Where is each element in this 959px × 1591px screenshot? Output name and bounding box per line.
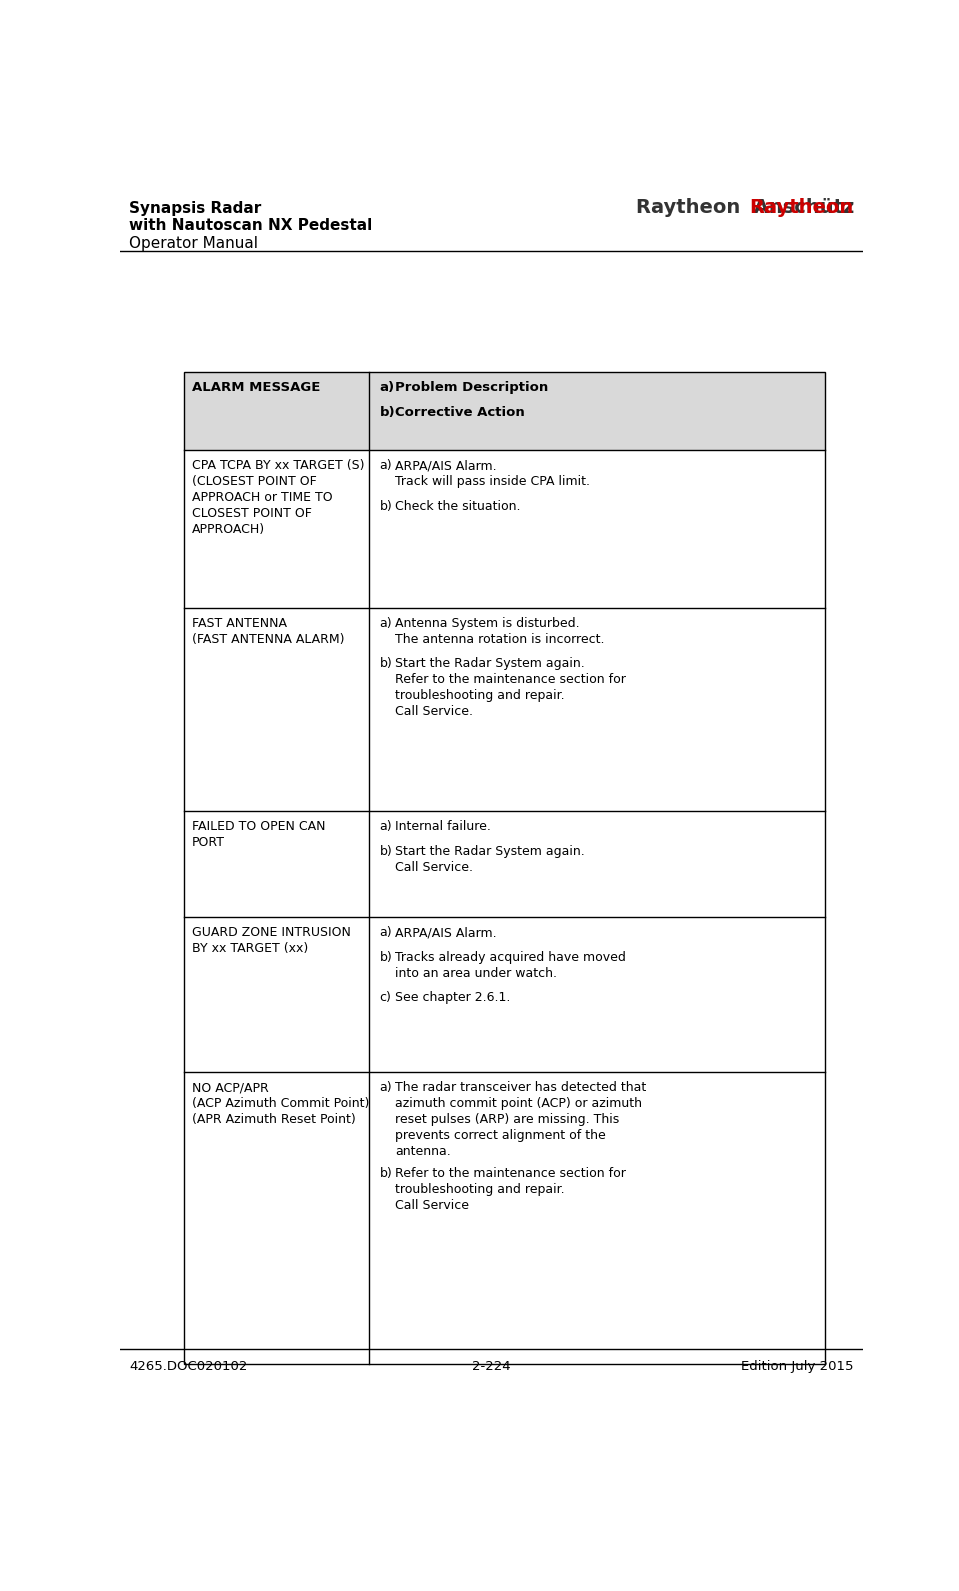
Text: a): a) [380,1082,392,1095]
Text: Raytheon  Anschütz: Raytheon Anschütz [636,197,854,216]
Text: b): b) [380,845,392,858]
Text: a): a) [380,617,392,630]
Text: The radar transceiver has detected that
azimuth commit point (ACP) or azimuth
re: The radar transceiver has detected that … [395,1082,646,1158]
Text: Antenna System is disturbed.
The antenna rotation is incorrect.: Antenna System is disturbed. The antenna… [395,617,604,646]
Text: Check the situation.: Check the situation. [395,500,521,512]
Text: Internal failure.: Internal failure. [395,819,491,834]
Text: Edition July 2015: Edition July 2015 [741,1360,854,1373]
Text: ALARM MESSAGE: ALARM MESSAGE [192,382,320,395]
Text: Refer to the maintenance section for
troubleshooting and repair.
Call Service: Refer to the maintenance section for tro… [395,1166,626,1212]
Text: with Nautoscan NX Pedestal: with Nautoscan NX Pedestal [129,218,372,234]
Text: CPA TCPA BY xx TARGET (S)
(CLOSEST POINT OF
APPROACH or TIME TO
CLOSEST POINT OF: CPA TCPA BY xx TARGET (S) (CLOSEST POINT… [192,460,364,536]
Text: c): c) [380,991,391,1004]
Bar [184,372,825,1363]
Text: NO ACP/APR
(ACP Azimuth Commit Point)
(APR Azimuth Reset Point): NO ACP/APR (ACP Azimuth Commit Point) (A… [192,1082,369,1126]
Text: ARPA/AIS Alarm.: ARPA/AIS Alarm. [395,926,497,939]
Text: b): b) [380,500,392,512]
Text: Start the Radar System again.
Refer to the maintenance section for
troubleshooti: Start the Radar System again. Refer to t… [395,657,626,718]
Text: FAILED TO OPEN CAN
PORT: FAILED TO OPEN CAN PORT [192,819,325,850]
Text: Tracks already acquired have moved
into an area under watch.: Tracks already acquired have moved into … [395,951,626,980]
Text: FAST ANTENNA
(FAST ANTENNA ALARM): FAST ANTENNA (FAST ANTENNA ALARM) [192,617,344,646]
Text: a): a) [380,382,394,395]
Text: a): a) [380,819,392,834]
Text: b): b) [380,1166,392,1179]
Text: Corrective Action: Corrective Action [395,406,525,418]
Text: Problem Description: Problem Description [395,382,549,395]
Text: b): b) [380,951,392,964]
Text: Start the Radar System again.
Call Service.: Start the Radar System again. Call Servi… [395,845,585,873]
Bar [184,372,825,450]
Text: 2-224: 2-224 [472,1360,511,1373]
Text: See chapter 2.6.1.: See chapter 2.6.1. [395,991,510,1004]
Text: ARPA/AIS Alarm.
Track will pass inside CPA limit.: ARPA/AIS Alarm. Track will pass inside C… [395,460,590,488]
Text: 4265.DOC020102: 4265.DOC020102 [129,1360,247,1373]
Text: b): b) [380,657,392,670]
Text: a): a) [380,460,392,473]
Text: Synapsis Radar: Synapsis Radar [129,200,262,216]
Text: GUARD ZONE INTRUSION
BY xx TARGET (xx): GUARD ZONE INTRUSION BY xx TARGET (xx) [192,926,351,956]
Text: Raytheon: Raytheon [750,197,854,216]
Text: b): b) [380,406,395,418]
Text: a): a) [380,926,392,939]
Text: Operator Manual: Operator Manual [129,235,258,250]
